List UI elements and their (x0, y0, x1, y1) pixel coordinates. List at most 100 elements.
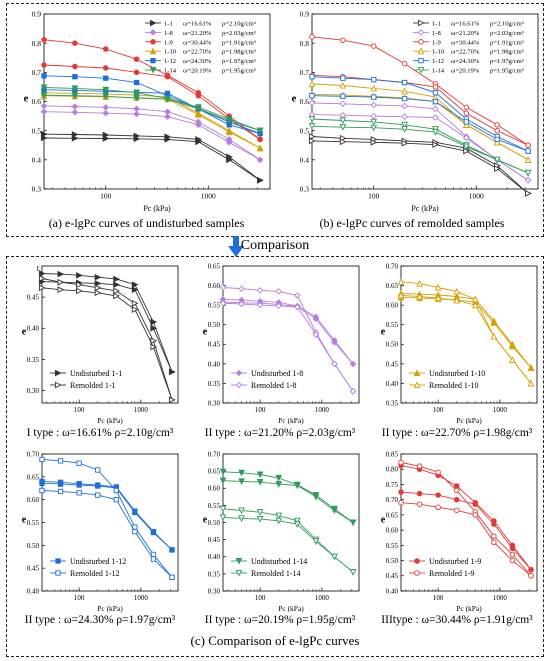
data-point-1-12 (150, 556, 157, 562)
data-point-1-12 (133, 79, 140, 86)
y-tick-label: 0.40 (386, 587, 399, 595)
data-point-1-12 (401, 95, 408, 102)
y-axis-label: e (22, 327, 27, 338)
legend-label: Remolded 1-14 (251, 569, 301, 578)
data-point-1-1 (71, 131, 79, 138)
chart-svg: 0.30 0.35 0.40 0.45 0.50 0.55 0.60 0.65 100 1000 P… (203, 262, 360, 425)
data-point-1-14 (256, 479, 264, 486)
legend-label: Undisturbed 1-10 (429, 369, 485, 378)
data-point-1-14 (133, 89, 140, 97)
y-tick-label: 0.40 (386, 380, 399, 388)
data-point-1-12 (39, 456, 45, 463)
legend-marker-1-9 (418, 39, 424, 45)
data-point-1-14 (308, 115, 316, 123)
data-point-1-10 (434, 283, 442, 291)
series-line-1-14 (222, 516, 354, 573)
data-point-1-8 (256, 156, 264, 164)
y-tick-label: 0.80 (386, 466, 399, 474)
x-tick-label: 100 (255, 406, 266, 414)
data-point-1-9 (472, 501, 479, 507)
data-point-1-10 (339, 81, 347, 89)
data-point-1-1 (150, 343, 158, 351)
plot-area (222, 265, 360, 404)
series-line-1-12 (41, 459, 173, 578)
data-point-1-9 (370, 43, 377, 49)
x-tick-label: 1000 (493, 594, 508, 602)
y-axis-label: e (381, 515, 386, 526)
data-point-1-1 (57, 278, 65, 286)
y-tick-label: 0.40 (208, 360, 221, 368)
data-point-1-14 (164, 96, 171, 103)
data-point-1-8 (40, 108, 48, 115)
y-tick-label: 0.60 (27, 496, 40, 504)
data-point-1-12 (76, 460, 82, 466)
data-point-1-10 (256, 144, 264, 152)
data-point-1-9 (432, 84, 439, 90)
legend-label-w: ω=24.30% (183, 58, 212, 65)
data-point-1-8 (219, 299, 227, 307)
data-point-1-8 (102, 109, 109, 117)
data-point-1-8 (40, 102, 48, 110)
y-tick-label: 0.30 (208, 587, 221, 595)
y-tick-label: 0.5 (300, 126, 310, 135)
data-point-1-1 (76, 272, 83, 279)
x-tick-label: 1000 (469, 192, 484, 201)
data-point-1-8 (256, 301, 264, 309)
series-line-1-1 (43, 137, 261, 181)
y-tick-label: 0.60 (386, 527, 399, 535)
legend-label-w: ω=30.44% (451, 39, 480, 46)
data-point-1-8 (294, 292, 301, 299)
data-point-1-14 (308, 123, 316, 130)
series-line-1-8 (222, 298, 354, 365)
legend-label-r: ρ=1.98g/cm³ (490, 49, 524, 56)
data-point-1-12 (371, 94, 377, 100)
chart-c4: 0.40 0.45 0.50 0.55 0.60 0.65 0.70 100 1000 Pc (k… (14, 448, 186, 613)
x-axis-label: Pc (kPa) (97, 604, 123, 613)
data-point-1-12 (57, 481, 64, 487)
data-point-1-12 (432, 98, 439, 105)
series-line-1-10 (400, 292, 532, 369)
y-tick-label: 0.50 (27, 542, 40, 550)
legend-label-w: ω=16.61% (183, 21, 212, 28)
legend-label-r: ρ=1.95g/cm³ (222, 68, 256, 75)
y-tick-label: 0.50 (386, 341, 399, 349)
data-point-1-1 (133, 135, 141, 143)
caption-p2: II type : ω=21.20% ρ=2.03g/cm³ (204, 427, 356, 439)
data-point-1-1 (308, 137, 316, 145)
data-point-1-12 (95, 483, 101, 489)
legend-label-r: ρ=1.97g/cm³ (222, 58, 256, 65)
y-tick-label: 0.50 (208, 321, 221, 329)
data-point-1-14 (40, 84, 48, 92)
chart-c6: 0.40 0.45 0.50 0.55 0.60 0.65 0.70 0.75 0.80 0.85… (373, 448, 545, 613)
data-point-1-14 (432, 129, 439, 136)
data-point-1-10 (509, 356, 516, 363)
data-point-1-1 (150, 337, 158, 345)
data-point-1-9 (398, 499, 404, 506)
y-tick-label: 0.55 (386, 321, 399, 329)
data-point-1-1 (94, 280, 102, 287)
y-tick-label: 0.50 (208, 519, 221, 527)
data-point-1-12 (57, 458, 64, 464)
legend-label-id: 1-14 (432, 68, 445, 75)
data-point-1-1 (113, 292, 120, 300)
data-point-1-1 (308, 133, 316, 140)
series-line-1-12 (41, 480, 173, 551)
data-point-1-1 (94, 273, 102, 281)
data-point-1-12 (72, 74, 78, 80)
data-point-1-8 (370, 101, 377, 109)
data-point-1-12 (401, 79, 408, 86)
legend-label-id: 1-1 (432, 21, 441, 28)
data-point-1-9 (528, 573, 534, 579)
caption-p1: I type : ω=16.61% ρ=2.10g/cm³ (26, 427, 174, 439)
y-axis-label: e (292, 94, 297, 105)
y-tick-label: 0.4 (32, 155, 42, 164)
data-point-1-12 (494, 136, 500, 143)
y-tick-label: 0.60 (208, 282, 221, 290)
legend-label-w: ω=21.20% (183, 30, 212, 37)
y-tick-label: 0.55 (208, 502, 221, 510)
y-tick-label: 0.7 (300, 68, 310, 77)
data-point-1-1 (94, 284, 102, 292)
data-point-1-1 (40, 130, 48, 138)
data-point-1-8 (432, 114, 439, 121)
series-line-1-8 (222, 301, 354, 365)
